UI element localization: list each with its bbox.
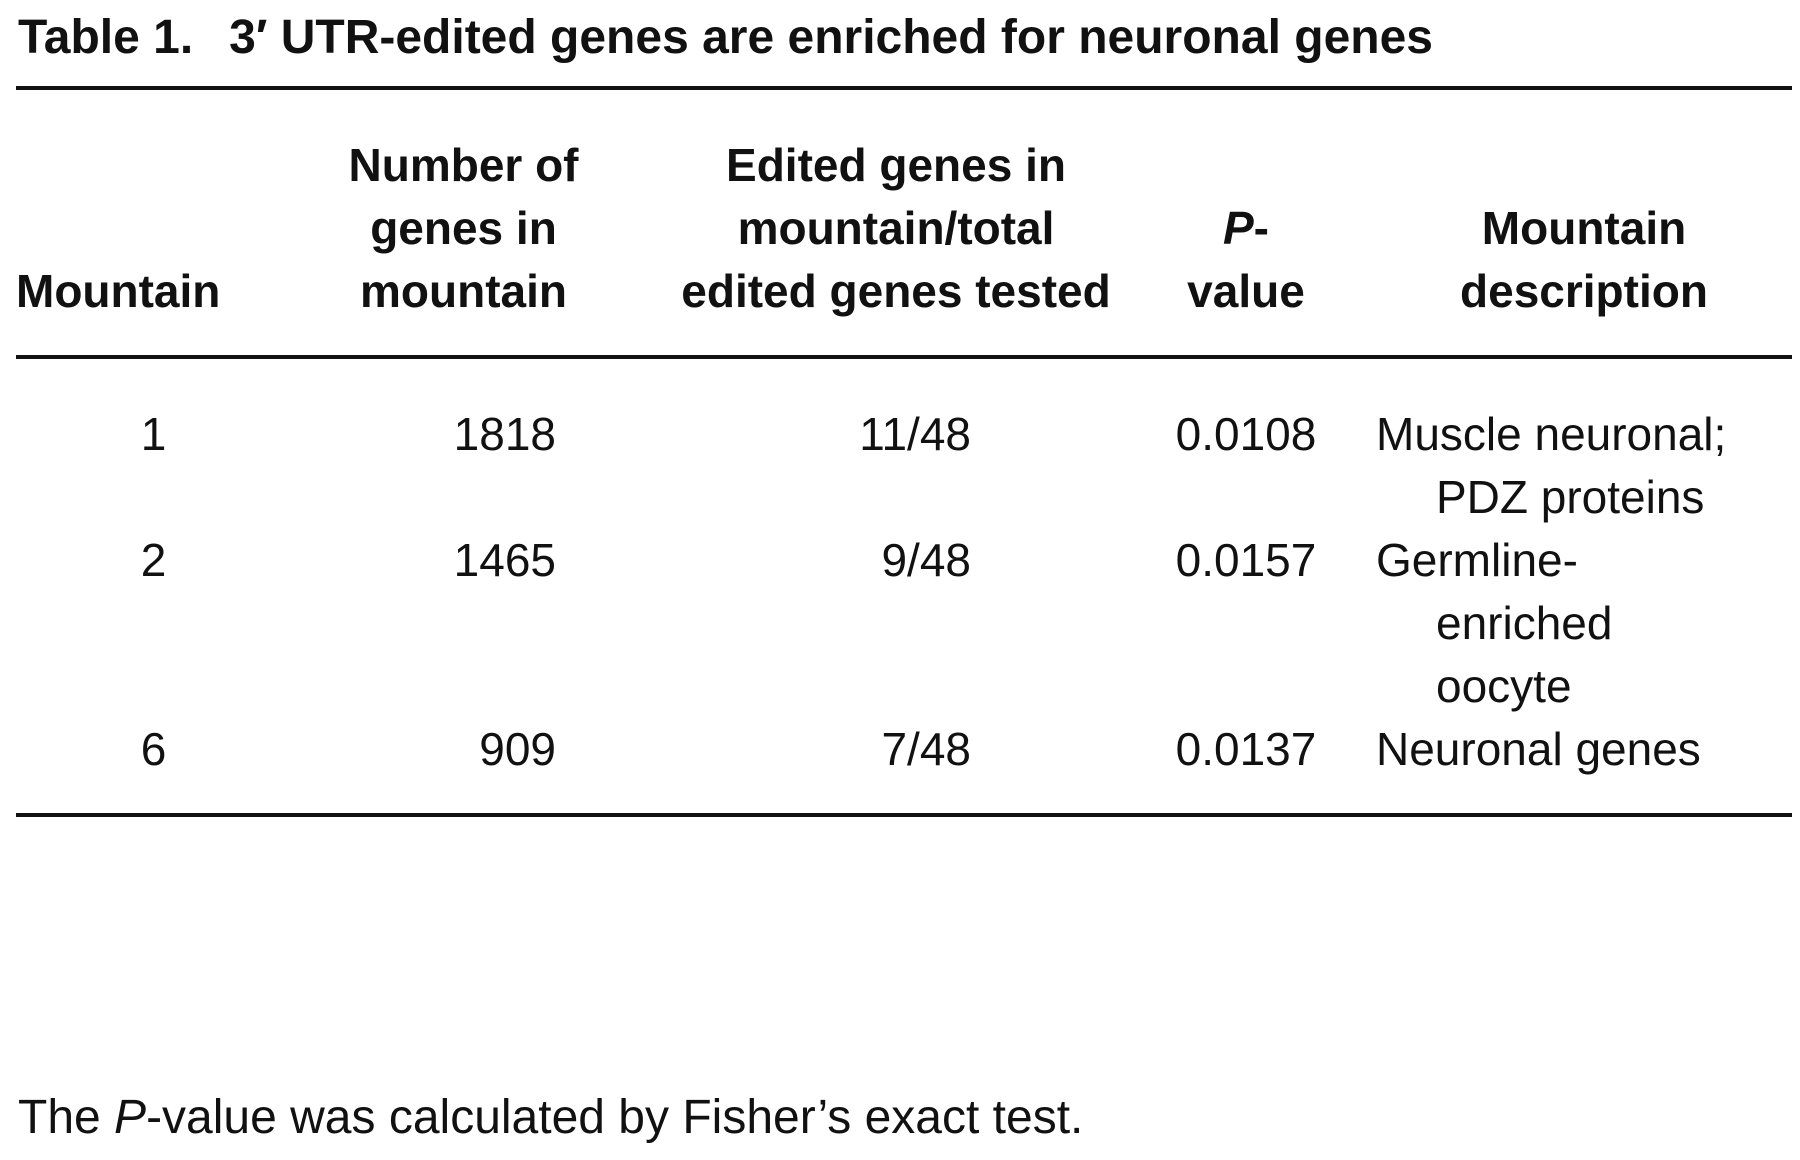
data-table: Mountain Number of genes in mountain Edi… [16,86,1792,817]
footnote-text: -value was calculated by Fisher’s exact … [146,1091,1084,1144]
table-row: 2 1465 9/48 0.0157 Germline-enriched oocyte [16,529,1792,718]
table-cell: 7/48 [881,723,971,775]
table-cell: Germline-enriched oocyte [1376,529,1792,718]
table-cell: 909 [479,723,556,775]
table-caption: 3′ UTR-edited genes are enriched for neu… [229,11,1433,64]
table-cell: 0.0108 [1175,408,1317,460]
cell-text: Neuronal genes [1376,723,1701,775]
column-header: Mountain description [1460,202,1708,317]
table-row: 6 909 7/48 0.0137 Neuronal genes [16,718,1792,815]
cell-text: Germline-enriched oocyte [1376,534,1613,712]
table-row: 1 1818 11/48 0.0108 Muscle neuronal; PDZ pro… [16,357,1792,529]
column-header: Mountain [16,265,221,317]
table-cell: 1818 [453,408,556,460]
footnote: The P-value was calculated by Fisher’s e… [18,1090,1083,1145]
table-cell: 0.0157 [1175,534,1317,586]
column-header: P- value [1116,88,1376,357]
table-cell: 1465 [453,534,556,586]
table-cell: 6 [140,723,167,775]
column-header: Number of genes in mountain [348,139,579,317]
column-header: Edited genes in mountain/total edited ge… [681,139,1111,317]
cell-text: Muscle neuronal; PDZ proteins [1376,408,1727,523]
table-cell: 1 [140,408,167,460]
table-cell: 9/48 [881,534,971,586]
table-cell: 11/48 [859,408,971,460]
footnote-text: The [18,1091,115,1144]
footnote-italic: P [114,1091,147,1144]
header-text: - [1253,202,1269,254]
header-text: value [1187,265,1305,317]
table-head: Mountain Number of genes in mountain Edi… [16,88,1792,357]
header-italic: P [1222,202,1254,254]
table-title: Table 1. 3′ UTR-edited genes are enriched… [18,10,1433,65]
table-label: Table 1. [18,11,194,64]
header-row: Mountain Number of genes in mountain Edi… [16,88,1792,357]
table-cell: Muscle neuronal; PDZ proteins [1376,357,1792,529]
table-body: 1 1818 11/48 0.0108 Muscle neuronal; PDZ pro… [16,357,1792,815]
table-cell: 2 [140,534,167,586]
table-cell: Neuronal genes [1376,718,1792,815]
table-cell: 0.0137 [1175,723,1317,775]
